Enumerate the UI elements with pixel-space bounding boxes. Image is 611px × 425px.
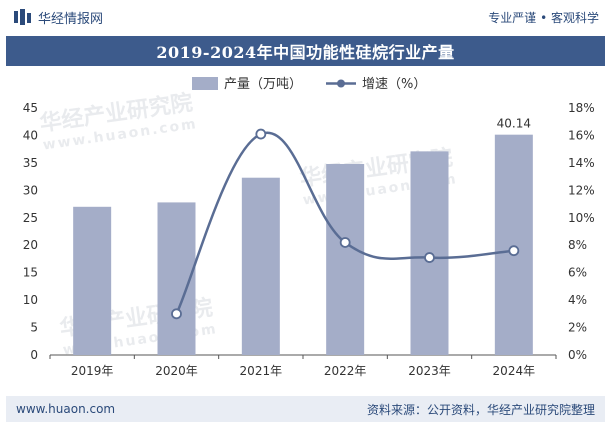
y-right-tick-label: 4% [568,293,587,307]
brand: 华经情报网 [14,8,103,27]
footer-website[interactable]: www.huaon.com [16,402,116,416]
bar [494,134,533,355]
chart-area: 0 5 10 15 20 25 30 35 40 45 0% 2% 4% 6% 8% 10% 12% 14% 16%… [23,77,595,378]
chart-title: 2019-2024年中国功能性硅烷行业产量 [6,36,605,66]
bar [326,163,365,355]
y-left-tick-label: 10 [23,293,38,307]
y-left-tick-label: 25 [23,211,38,225]
slogan: 专业严谨 • 客观科学 [488,10,599,25]
x-tick-label: 2022年 [324,364,367,378]
y-right-tick-label: 18% [568,101,595,115]
y-right-tick-label: 0% [568,348,587,362]
y-left-tick-label: 0 [30,348,38,362]
bar-data-label: 40.14 [497,117,531,131]
growth-line [175,131,514,315]
y-left-tick-label: 15 [23,266,38,280]
legend-line-marker [337,79,345,88]
growth-point [339,237,351,248]
growth-point [424,252,435,263]
x-tick-label: 2023年 [408,364,451,378]
footer-source: 资料来源：公开资料，华经产业研究院整理 [366,402,595,417]
legend-line-label: 增速（%） [362,77,426,92]
y-left-tick-label: 45 [23,101,38,115]
growth-point [171,308,182,320]
y-right-tick-label: 2% [568,321,587,335]
growth-point [508,245,520,257]
x-tick-label: 2024年 [493,364,536,378]
brand-logo-icon [14,9,31,25]
y-left-tick-label: 20 [23,238,38,252]
bar [241,177,280,355]
top-bar: 华经情报网 专业严谨 • 客观科学 [0,0,611,34]
y-left-tick-label: 30 [23,183,38,197]
bar [73,206,112,355]
x-tick-label: 2019年 [71,364,114,378]
y-left-tick-label: 5 [30,321,38,335]
y-left-tick-label: 40 [23,128,38,142]
brand-name: 华经情报网 [38,11,104,27]
footer: www.huaon.com 资料来源：公开资料，华经产业研究院整理 [6,396,605,422]
y-right-tick-label: 8% [568,238,587,252]
x-tick-label: 2020年 [155,364,198,378]
growth-point [255,128,267,140]
y-right-tick-label: 12% [568,183,595,197]
y-right-tick-label: 14% [568,156,595,170]
y-right-tick-label: 10% [568,211,595,225]
y-right-tick-label: 6% [568,266,587,280]
y-right-tick-label: 16% [568,128,595,142]
y-left-tick-label: 35 [23,156,38,170]
x-tick-label: 2021年 [240,364,283,378]
legend-bar-swatch [192,77,218,90]
legend-bar-label: 产量（万吨） [224,77,302,92]
